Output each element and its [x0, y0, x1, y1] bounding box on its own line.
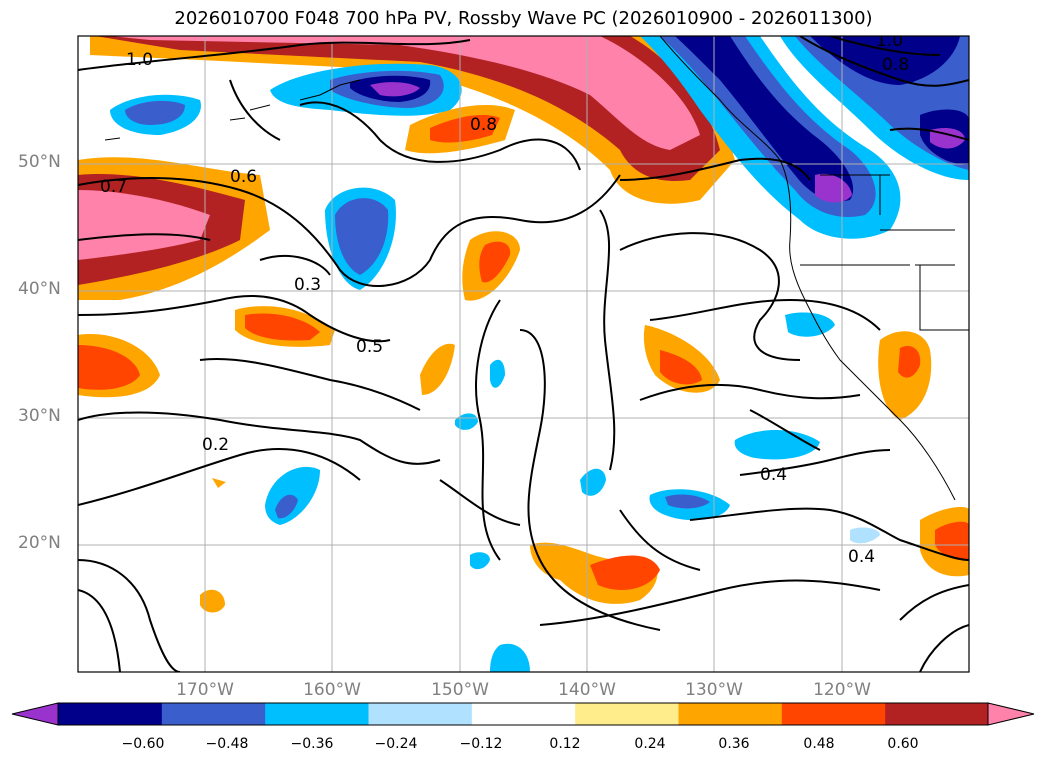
positive-anomalies [78, 36, 969, 613]
contour-label-1-0: 1.0 [126, 50, 153, 70]
colorbar-tick: 0.24 [634, 736, 666, 752]
map-title: 2026010700 F048 700 hPa PV, Rossby Wave … [174, 8, 873, 29]
lat-label-30n: 30°N [18, 406, 61, 426]
lat-label-40n: 40°N [18, 279, 61, 299]
colorbar-segment [58, 703, 162, 725]
colorbar-tick: −0.24 [374, 736, 418, 752]
lon-label-140w: 140°W [558, 680, 616, 700]
colorbar [11, 702, 1035, 726]
colorbar-segment [264, 703, 369, 725]
contour-label-0-7: 0.7 [100, 177, 127, 197]
colorbar-segment [368, 703, 472, 725]
graticule [78, 36, 969, 672]
coastlines [104, 36, 969, 501]
colorbar-segment [161, 703, 266, 725]
colorbar-segment [781, 703, 886, 725]
colorbar-tick: −0.12 [459, 736, 503, 752]
lon-label-160w: 160°W [303, 680, 361, 700]
contour-label-0-2: 0.2 [202, 435, 229, 455]
colorbar-tick: −0.60 [121, 736, 165, 752]
colorbar-tick: 0.36 [718, 736, 750, 752]
colorbar-segment [884, 703, 989, 725]
contour-label-1-0-east: 1.0 [876, 31, 903, 51]
contour-label-0-6: 0.6 [230, 167, 257, 187]
contour-label-0-4-south: 0.4 [848, 547, 875, 567]
contour-label-0-3: 0.3 [294, 275, 321, 295]
colorbar-tick: 0.60 [887, 736, 919, 752]
colorbar-right-extension [987, 702, 1035, 726]
lon-label-170w: 170°W [176, 680, 234, 700]
contour-label-0-8: 0.8 [470, 115, 497, 135]
colorbar-tick: 0.12 [549, 736, 581, 752]
colorbar-tick: −0.36 [290, 736, 334, 752]
contour-label-0-8-east: 0.8 [882, 55, 909, 75]
contour-labels: 1.0 0.7 0.8 0.6 0.5 0.4 0.3 0.2 1.0 0.8 … [100, 31, 909, 567]
colorbar-segment [471, 703, 576, 725]
colorbar-segment [678, 703, 782, 725]
colorbar-tick: −0.48 [205, 736, 249, 752]
colorbar-tick: 0.48 [803, 736, 835, 752]
pv-contours [78, 36, 969, 672]
lon-label-130w: 130°W [685, 680, 743, 700]
lon-label-120w: 120°W [813, 680, 871, 700]
colorbar-segment [574, 703, 679, 725]
contour-label-0-4: 0.4 [760, 465, 787, 485]
lat-label-20n: 20°N [18, 533, 61, 553]
lat-label-50n: 50°N [18, 152, 61, 172]
colorbar-left-extension [11, 702, 59, 726]
contour-label-0-5: 0.5 [356, 337, 383, 357]
lon-label-150w: 150°W [431, 680, 489, 700]
